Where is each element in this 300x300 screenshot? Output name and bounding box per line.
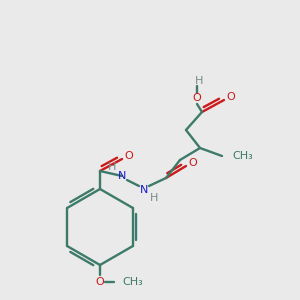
Text: O: O (96, 277, 104, 287)
Text: H: H (108, 162, 116, 172)
Text: N: N (118, 171, 126, 181)
Text: O: O (189, 158, 197, 168)
Text: O: O (226, 92, 236, 102)
Text: CH₃: CH₃ (232, 151, 253, 161)
Text: N: N (140, 185, 148, 195)
Text: O: O (193, 93, 201, 103)
Text: H: H (150, 193, 158, 203)
Text: O: O (124, 151, 134, 161)
Text: CH₃: CH₃ (122, 277, 143, 287)
Text: H: H (195, 76, 203, 86)
